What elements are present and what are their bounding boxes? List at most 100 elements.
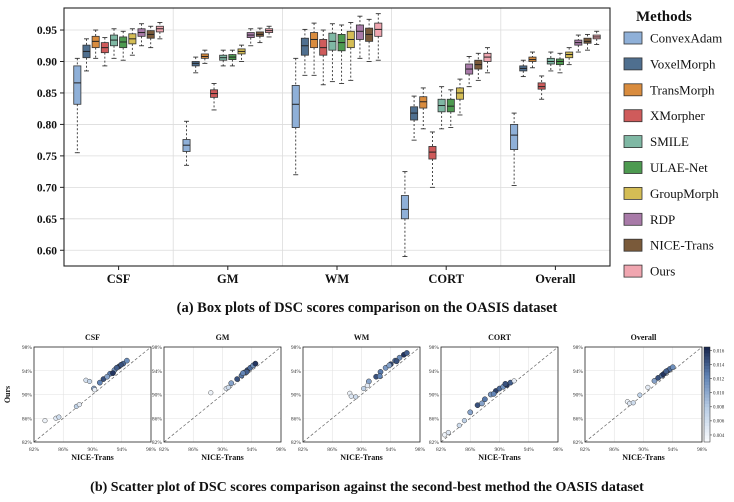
y-tick-label: 94% bbox=[22, 369, 33, 375]
x-tick-label: 98% bbox=[697, 447, 708, 453]
y-tick-label: 86% bbox=[429, 416, 440, 422]
scatter-point bbox=[87, 378, 93, 384]
colorbar-segment bbox=[704, 391, 710, 395]
y-tick-label: 98% bbox=[573, 345, 584, 351]
legend-label-GroupMorph: GroupMorph bbox=[650, 186, 719, 201]
scatter-point bbox=[393, 358, 400, 365]
scatter-title: CSF bbox=[85, 333, 100, 342]
legend: Methods ConvexAdam VoxelMorph TransMorph XMo… bbox=[623, 9, 722, 279]
x-tick-label: 82% bbox=[436, 447, 447, 453]
legend-label-Ours: Ours bbox=[650, 264, 675, 279]
legend-swatch-GroupMorph bbox=[623, 186, 643, 200]
y-tick-label: 86% bbox=[291, 416, 302, 422]
box-Ours-GM bbox=[265, 25, 274, 38]
colorbar-segment bbox=[704, 372, 710, 376]
colorbar-segment bbox=[704, 426, 710, 430]
box-ULAE-Net-CORT bbox=[446, 89, 455, 129]
legend-label-XMorpher: XMorpher bbox=[650, 108, 706, 123]
box-ConvexAdam-CORT bbox=[400, 171, 409, 258]
identity-line bbox=[302, 346, 421, 443]
box-body bbox=[355, 24, 364, 40]
scatter-frame bbox=[440, 346, 559, 443]
scatter-point bbox=[42, 418, 48, 424]
box-ConvexAdam-WM bbox=[291, 57, 300, 176]
box-NICE-Trans-CORT bbox=[474, 52, 483, 81]
x-tick-label: 82% bbox=[298, 447, 309, 453]
colorbar-segment bbox=[704, 423, 710, 427]
box-body bbox=[537, 82, 546, 90]
scatter-frame bbox=[584, 346, 703, 443]
scatter-title: Overall bbox=[631, 333, 658, 342]
box-TransMorph-Overall bbox=[528, 51, 537, 69]
legend-label-TransMorph: TransMorph bbox=[650, 82, 715, 97]
box-TransMorph-CSF bbox=[91, 29, 100, 59]
x-tick-label: 90% bbox=[87, 447, 98, 453]
y-tick-label: 0.90 bbox=[37, 56, 57, 68]
colorbar-segment bbox=[704, 347, 710, 351]
legend-swatch-VoxelMorph bbox=[623, 57, 643, 71]
y-tick-label: 98% bbox=[152, 345, 163, 351]
legend-swatch-Ours bbox=[623, 264, 643, 278]
colorbar-segment bbox=[704, 397, 710, 402]
scatter-point bbox=[376, 373, 383, 379]
box-XMorpher-CSF bbox=[100, 37, 109, 67]
y-tick-label: 90% bbox=[429, 393, 440, 399]
colorbar-segment bbox=[704, 404, 710, 408]
scatter-point bbox=[502, 380, 509, 387]
y-tick-label: 82% bbox=[429, 440, 440, 446]
box-TransMorph-CORT bbox=[419, 87, 428, 130]
box-Ours-CORT bbox=[483, 47, 492, 74]
colorbar-segment bbox=[704, 378, 710, 383]
legend-swatch-TransMorph bbox=[623, 83, 643, 97]
scatter-point bbox=[113, 364, 120, 371]
legend-swatch-SMILE bbox=[623, 135, 643, 149]
scatter-point bbox=[124, 357, 130, 364]
x-tick-label: 94% bbox=[668, 447, 679, 453]
scatter-point bbox=[669, 364, 676, 371]
legend-swatch-ConvexAdam bbox=[623, 31, 643, 45]
scatter-frame bbox=[163, 346, 282, 443]
box-NICE-Trans-WM bbox=[365, 18, 374, 62]
box-plot-chart: 0.60 0.65 0.70 0.75 0.80 0.85 0.90 0.95 CSF GM WM C… bbox=[37, 7, 611, 286]
scatter-point bbox=[208, 390, 214, 396]
scatter-panel-WM: WM 82%82% 86% 86% 90% 90% 94% 94% 98% 98% NICE-Tra… bbox=[291, 333, 426, 462]
x-tick-label: 98% bbox=[415, 447, 426, 453]
x-axis-label: NICE-Trans bbox=[201, 453, 244, 462]
x-tick-label: CORT bbox=[428, 272, 464, 286]
box-NICE-Trans-CSF bbox=[146, 25, 155, 49]
x-tick-label: 82% bbox=[580, 447, 591, 453]
y-tick-label: 0.60 bbox=[37, 245, 57, 257]
scatter-frame bbox=[302, 346, 421, 443]
colorbar-segment bbox=[704, 429, 710, 433]
box-Ours-WM bbox=[374, 13, 383, 61]
x-tick-label: 82% bbox=[29, 447, 40, 453]
colorbar: 0.004 0.006 0.008 0.010 0.012 0.014 0.016 bbox=[703, 346, 725, 443]
colorbar-segment bbox=[704, 356, 710, 361]
legend-swatch-XMorpher bbox=[623, 109, 643, 123]
legend-title: Methods bbox=[636, 9, 692, 25]
box-VoxelMorph-Overall bbox=[519, 59, 528, 78]
legend-swatch-NICE-Trans bbox=[623, 238, 643, 252]
x-tick-label: GM bbox=[217, 272, 239, 286]
box-GroupMorph-Overall bbox=[565, 47, 574, 66]
y-tick-label: 86% bbox=[152, 416, 163, 422]
scatter-point bbox=[386, 362, 393, 369]
box-NICE-Trans-Overall bbox=[583, 33, 592, 51]
box-body bbox=[583, 37, 592, 44]
scatter-point bbox=[445, 429, 451, 436]
plot-area bbox=[64, 8, 610, 266]
identity-line bbox=[584, 346, 703, 443]
legend-label-VoxelMorph: VoxelMorph bbox=[650, 56, 716, 71]
x-tick-label: 98% bbox=[146, 447, 157, 453]
y-tick-label: 94% bbox=[429, 369, 440, 375]
y-tick-label: 90% bbox=[291, 393, 302, 399]
y-tick-label: 90% bbox=[22, 393, 33, 399]
box-body bbox=[455, 87, 464, 100]
scatter-point bbox=[104, 373, 110, 380]
box-GroupMorph-CSF bbox=[128, 28, 137, 56]
y-tick-label: 0.75 bbox=[37, 151, 57, 163]
scatter-point bbox=[630, 400, 636, 406]
x-tick-label: 90% bbox=[356, 447, 367, 453]
colorbar-tick-label: 0.014 bbox=[713, 363, 725, 368]
scatter-point bbox=[118, 361, 124, 368]
